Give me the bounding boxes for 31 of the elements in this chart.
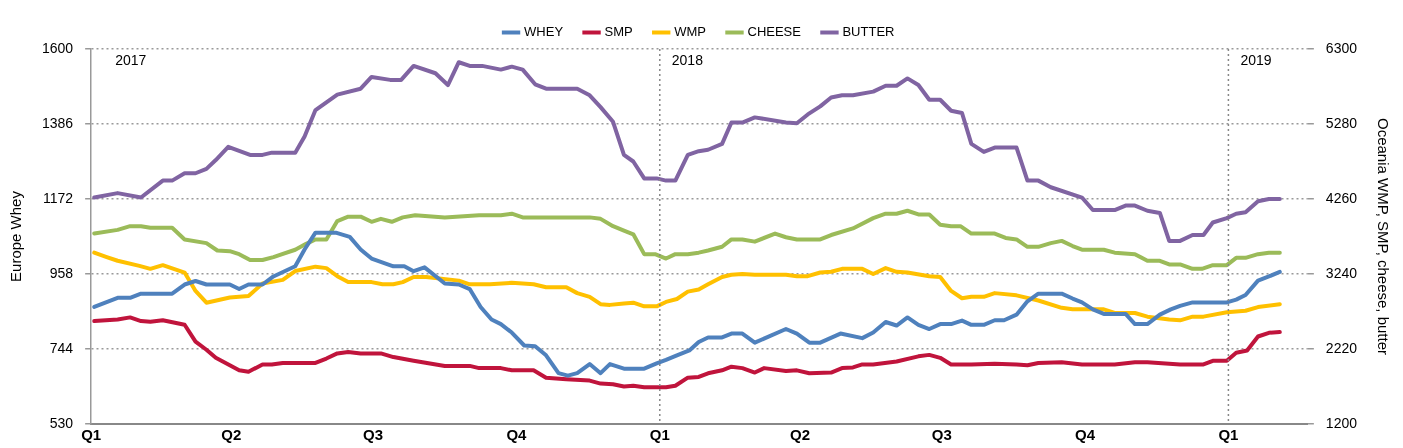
y2-tick-label: 2220 [1325,339,1358,356]
y2-tick-label: 1200 [1325,414,1358,431]
x-tick-label: Q2 [789,426,810,444]
y-tick-label: 1600 [41,39,74,56]
y2-tick-label: 5280 [1325,114,1358,131]
y-tick-label: 744 [49,339,74,356]
legend-label: CHEESE [747,24,802,40]
legend-label: WHEY [524,24,564,40]
y2-tick-label: 3240 [1325,264,1358,281]
x-tick-label: Q2 [221,426,242,444]
legend-label: SMP [604,24,633,40]
legend-label: WMP [674,24,706,40]
x-tick-label: Q4 [506,426,528,444]
x-tick-label: Q1 [649,426,670,444]
y2-axis-title: Oceania WMP, SMP, cheese, butter [1374,117,1392,356]
y-axis-title: Europe Whey [7,190,25,282]
y-tick-label: 958 [49,264,74,281]
y-tick-label: 1172 [43,189,74,206]
y2-tick-label: 6300 [1325,39,1358,56]
legend-label: BUTTER [842,24,895,40]
y2-tick-label: 4260 [1325,189,1358,206]
x-tick-label: Q3 [931,426,952,444]
y-tick-label: 530 [49,414,74,431]
annotation: 2017 [115,51,147,68]
ref-line-label: 2018 [671,51,704,68]
x-tick-label: Q4 [1075,426,1096,444]
ref-line-label: 2019 [1240,51,1272,68]
x-tick-label: Q1 [1218,426,1239,444]
x-tick-label: Q3 [363,426,384,444]
y-tick-label: 1386 [41,114,74,131]
x-tick-label: Q1 [81,426,102,444]
